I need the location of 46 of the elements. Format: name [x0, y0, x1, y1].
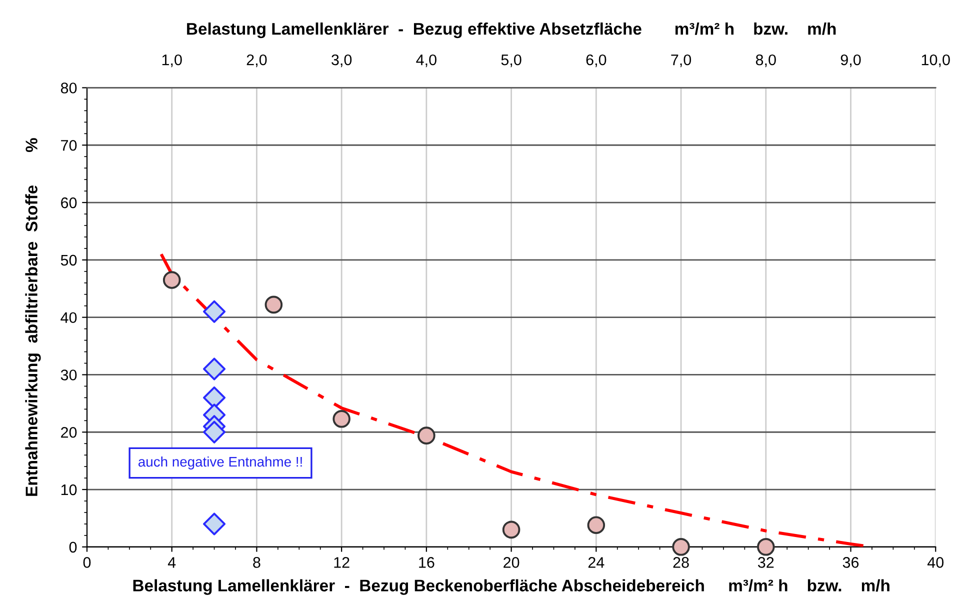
point	[202, 512, 226, 536]
x-tick-label: 12	[334, 557, 350, 568]
x-tick-label: 32	[758, 557, 774, 568]
x-tick-label: 0	[83, 557, 91, 568]
x-tick-label: 40	[927, 557, 944, 568]
x2-tick-label: 1,0	[162, 54, 182, 68]
x-tick-label: 4	[168, 557, 176, 568]
point	[587, 516, 606, 534]
x-tick-label: 28	[673, 557, 689, 568]
x2-tick-label: 6,0	[586, 54, 606, 68]
y-tick-label: 20	[61, 426, 77, 438]
x2-tick-label: 9,0	[840, 54, 861, 68]
point	[202, 420, 226, 444]
x2-tick-label: 5,0	[501, 54, 522, 68]
point	[418, 426, 436, 444]
point	[264, 296, 283, 314]
x2-tick-label: 7,0	[671, 54, 692, 68]
x-axis-title: Belastung Lamellenklärer - Bezug Beckenoberfläche Abscheidebereich m³/m² h bzw. m/h	[133, 579, 890, 595]
x2-axis-title: Belastung Lamellenklärer - Bezug effektive Absetzfläche m³/m² h bzw. m/h	[187, 22, 836, 38]
y-tick-label: 0	[69, 542, 77, 553]
x2-tick-label: 4,0	[416, 54, 436, 68]
x2-tick-label: 3,0	[332, 54, 352, 68]
y-tick-label: 40	[60, 312, 77, 324]
y-tick-label: 80	[60, 82, 77, 94]
x2-tick-label: 2,0	[246, 54, 267, 68]
point	[202, 300, 226, 323]
y-tick-label: 70	[61, 140, 77, 151]
x-tick-label: 36	[842, 557, 859, 568]
x-tick-label: 16	[419, 557, 434, 568]
y-tick-label: 30	[60, 370, 77, 380]
x2-tick-label: 10,0	[922, 54, 950, 68]
x2-tick-label: 8,0	[756, 54, 776, 68]
point	[332, 410, 350, 428]
annotation: auch negative Entnahme !!	[138, 456, 302, 470]
point	[202, 358, 226, 380]
y-axis-title: Entnahmewirkung abfiltrierbare Stoffe %	[25, 138, 41, 496]
y-tick-label: 50	[60, 254, 77, 266]
y-tick-label: 60	[61, 197, 77, 208]
x-tick-label: 20	[504, 557, 520, 568]
point	[162, 271, 181, 289]
point	[756, 538, 775, 556]
x-tick-label: 8	[253, 557, 260, 568]
point	[672, 538, 690, 556]
y-tick-label: 10	[61, 484, 77, 496]
x-tick-label: 24	[588, 557, 604, 568]
point	[502, 520, 520, 539]
